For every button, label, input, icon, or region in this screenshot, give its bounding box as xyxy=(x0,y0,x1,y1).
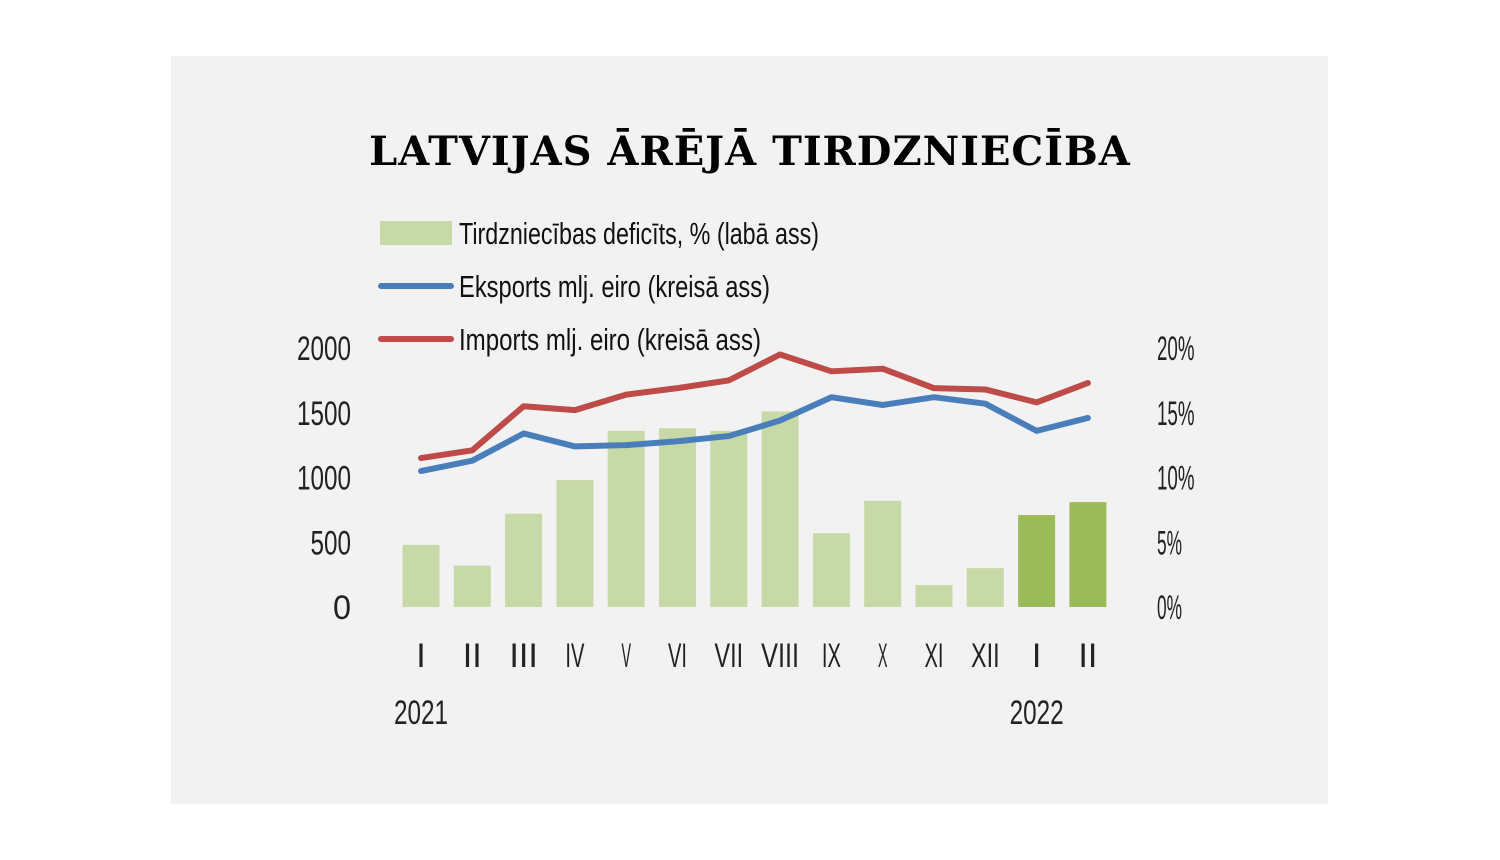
left-axis-tick-label: 500 xyxy=(311,524,352,562)
x-axis-month-label: II xyxy=(463,637,482,675)
bars-layer xyxy=(402,411,1107,607)
x-axis-month-label: V xyxy=(621,637,631,675)
x-axis-month-label: IX xyxy=(822,637,841,675)
right-axis-tick-label: 15% xyxy=(1157,395,1195,433)
deficit-bar xyxy=(1018,515,1056,607)
deficit-bar xyxy=(505,513,543,607)
deficit-bar xyxy=(864,500,902,607)
legend-label: Eksports mlj. eiro (kreisā ass) xyxy=(459,269,770,304)
x-axis-month-label: III xyxy=(509,637,538,675)
left-axis-tick-label: 1000 xyxy=(297,460,351,498)
legend-label: Imports mlj. eiro (kreisā ass) xyxy=(459,322,761,357)
right-axis-tick-label: 5% xyxy=(1157,524,1182,562)
x-axis-year-label: 2022 xyxy=(1010,694,1064,732)
deficit-bar xyxy=(402,544,440,607)
left-axis-tick-label: 1500 xyxy=(297,395,351,433)
x-axis-month-label: I xyxy=(416,637,426,675)
deficit-bar xyxy=(556,480,594,607)
x-axis-month-label: II xyxy=(1078,637,1097,675)
x-axis-month-label: XI xyxy=(925,637,944,675)
x-axis-month-label: IV xyxy=(565,637,584,675)
chart-title: LATVIJAS ĀRĒJĀ TIRDZNIECĪBA xyxy=(369,128,1131,175)
deficit-bar xyxy=(812,533,850,607)
deficit-bar xyxy=(761,411,799,607)
x-axis-month-label: XII xyxy=(971,637,1000,675)
left-axis-tick-label: 2000 xyxy=(297,330,351,368)
right-axis-tick-label: 20% xyxy=(1157,330,1195,368)
left-axis-tick-label: 0 xyxy=(333,589,351,627)
x-axis-month-label: VIII xyxy=(761,637,799,675)
legend-swatch-deficit xyxy=(380,221,452,245)
x-axis-month-label: I xyxy=(1032,637,1042,675)
deficit-bar xyxy=(710,430,748,607)
x-axis-year-label: 2021 xyxy=(394,694,448,732)
deficit-bar xyxy=(966,568,1004,607)
deficit-bar xyxy=(659,428,696,607)
left-axis: 0 500 1000 1500 2000 xyxy=(297,330,351,627)
x-axis-month-label: X xyxy=(878,637,888,675)
legend: Tirdzniecības deficīts, % (labā ass) Eksp… xyxy=(378,216,819,357)
deficit-bar xyxy=(453,565,491,607)
export-line xyxy=(418,394,1091,475)
deficit-bar xyxy=(1069,502,1107,607)
legend-label: Tirdzniecības deficīts, % (labā ass) xyxy=(459,216,819,251)
right-axis-tick-label: 0% xyxy=(1157,589,1182,627)
x-axis-month-label: VI xyxy=(668,637,687,675)
x-axis-month-label: VII xyxy=(715,637,744,675)
deficit-bar xyxy=(607,430,645,607)
deficit-bar xyxy=(915,584,953,607)
right-axis: 0% 5% 10% 15% 20% xyxy=(1157,330,1195,627)
right-axis-tick-label: 10% xyxy=(1157,460,1195,498)
lines-layer xyxy=(418,351,1091,475)
import-line xyxy=(418,351,1091,462)
